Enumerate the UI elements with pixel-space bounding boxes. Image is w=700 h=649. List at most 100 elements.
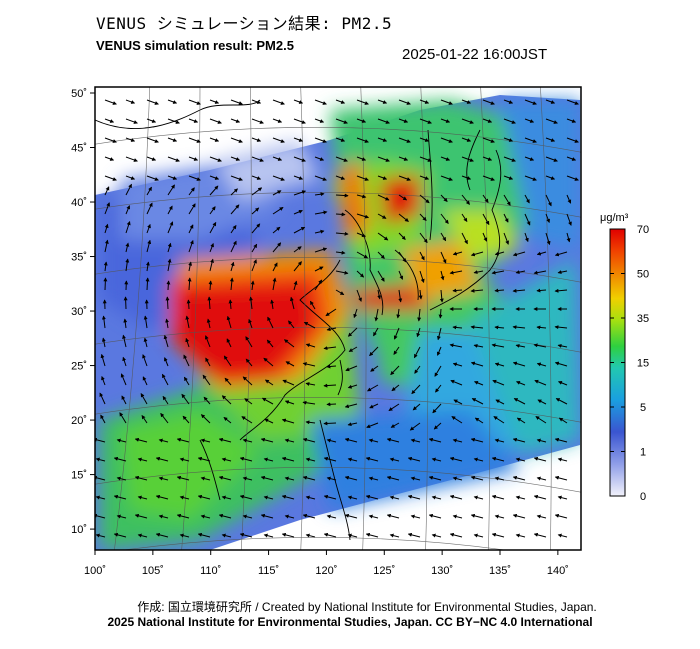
wind-arrow (230, 240, 237, 253)
wind-arrow (165, 296, 170, 310)
wind-arrow (398, 251, 407, 263)
wind-arrow (335, 118, 348, 124)
wind-arrow (134, 475, 148, 481)
wind-arrow (167, 175, 178, 180)
parallel-line (95, 191, 581, 218)
wind-arrow (451, 416, 463, 424)
wind-arrow (146, 239, 152, 253)
colorbar-tick-label: 50 (637, 269, 649, 281)
wind-arrow (347, 495, 358, 500)
wind-arrow (419, 156, 432, 162)
wind-arrow (288, 320, 295, 329)
wind-arrow (230, 261, 235, 272)
wind-arrow (188, 239, 194, 253)
wind-arrow (230, 137, 243, 143)
wind-arrow (167, 118, 180, 124)
wind-arrow (536, 362, 547, 367)
wind-arrow (461, 232, 468, 245)
wind-arrow (470, 513, 484, 519)
wind-arrow (281, 532, 295, 538)
wind-arrow (179, 457, 190, 462)
wind-arrow (245, 336, 253, 348)
wind-arrow (283, 339, 295, 348)
wind-arrow (261, 397, 274, 405)
wind-arrow (356, 270, 365, 278)
wind-arrow (503, 175, 514, 180)
wind-arrow (335, 231, 349, 236)
wind-arrow (386, 513, 400, 519)
wind-arrow (182, 415, 190, 424)
wind-arrow (515, 495, 526, 500)
wind-arrow (188, 203, 196, 215)
wind-arrow (534, 379, 547, 386)
parallel-line (95, 326, 581, 353)
wind-arrow (209, 156, 222, 162)
wind-arrow (176, 437, 190, 443)
wind-arrow (440, 270, 445, 281)
meridian-line (420, 87, 429, 550)
wind-arrow (536, 325, 547, 330)
wind-arrow (452, 362, 463, 367)
wind-arrow (335, 99, 346, 104)
wind-arrow (305, 420, 316, 425)
wind-arrow (566, 118, 577, 123)
wind-arrow (302, 475, 316, 481)
forecast-timestamp: 2025-01-22 16:00JST (402, 46, 548, 63)
wind-arrow (167, 156, 180, 162)
wind-arrow (388, 403, 400, 412)
wind-arrow (284, 438, 295, 443)
lon-tick-label: 110˚ (200, 565, 221, 577)
wind-arrow (226, 338, 232, 348)
wind-arrow (206, 318, 211, 329)
meridian-line (114, 87, 151, 550)
wind-arrow (188, 224, 194, 234)
wind-arrow (386, 437, 400, 443)
wind-arrow (536, 476, 547, 481)
wind-arrow (293, 190, 307, 196)
lat-tick-label: 20˚ (71, 415, 87, 427)
wind-arrow (473, 457, 484, 462)
wind-arrow (162, 395, 169, 405)
wind-arrow (260, 475, 274, 481)
wind-arrow (248, 318, 253, 329)
wind-arrow (104, 202, 110, 215)
lat-tick-label: 50˚ (71, 88, 87, 100)
wind-arrow (326, 327, 337, 332)
wind-arrow (491, 532, 505, 538)
wind-arrow (272, 242, 282, 253)
wind-arrow (566, 156, 577, 161)
wind-arrow (163, 334, 169, 348)
wind-arrow (545, 194, 552, 207)
wind-arrow (204, 335, 211, 348)
wind-arrow (134, 437, 148, 443)
wind-arrow (167, 242, 172, 253)
wind-arrow (356, 99, 369, 105)
wind-arrow (244, 398, 253, 405)
wind-arrow (293, 118, 306, 124)
wind-arrow (104, 156, 115, 161)
wind-arrow (461, 175, 472, 180)
wind-arrow (113, 456, 127, 462)
wind-arrow (347, 457, 358, 462)
wind-arrow (323, 346, 337, 351)
wind-arrow (482, 118, 493, 123)
wind-arrow (221, 495, 232, 500)
wind-arrow (176, 475, 190, 481)
wind-arrow (377, 156, 390, 162)
wind-arrow (272, 99, 285, 105)
wind-arrow (393, 327, 400, 340)
wind-arrow (389, 533, 400, 538)
wind-arrow (524, 156, 535, 161)
wind-arrow (419, 175, 430, 180)
wind-arrow (428, 475, 442, 481)
wind-arrow (251, 137, 262, 142)
wind-arrow (335, 193, 349, 198)
wind-arrow (431, 495, 442, 500)
wind-arrow (412, 403, 421, 411)
wind-arrow (410, 476, 421, 481)
wind-arrow (167, 184, 175, 196)
wind-arrow (203, 396, 211, 405)
wind-arrow (493, 416, 505, 424)
wind-arrow (396, 308, 401, 319)
wind-arrow (461, 118, 474, 124)
